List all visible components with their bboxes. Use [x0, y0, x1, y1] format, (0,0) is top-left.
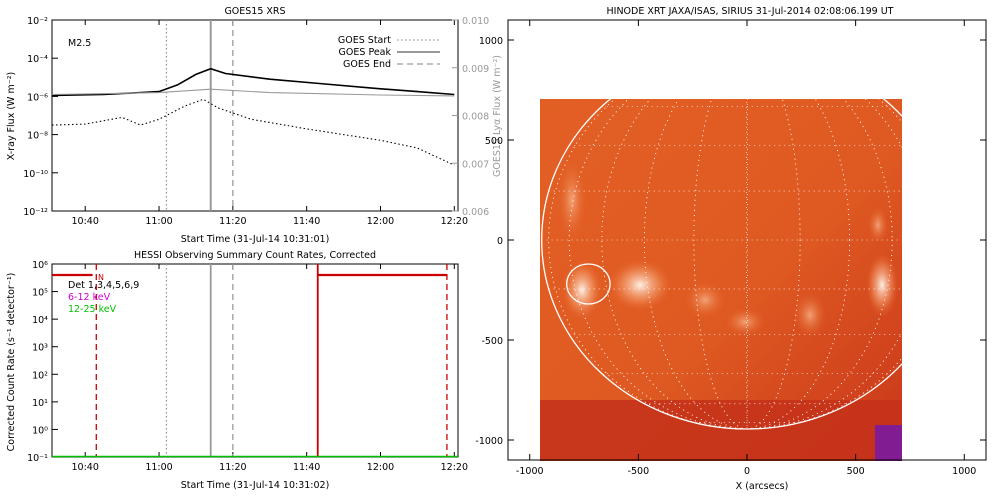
- hessi-y-tick-label: 10¹: [32, 398, 48, 409]
- xrt-solar-limb: [541, 99, 902, 430]
- goes-x-tick-label: 10:40: [72, 216, 99, 227]
- goes-y-tick-label: 10⁻⁴: [27, 54, 48, 65]
- hessi-y-tick-label: 10²: [32, 370, 48, 381]
- goes-ylabel-right: GOES15 Lyα Flux (W m⁻²): [492, 55, 503, 177]
- goes-legend-label: GOES End: [343, 59, 391, 70]
- bright-region-south: [725, 308, 765, 336]
- xrt-image: [540, 99, 902, 461]
- bright-region-southwest: [794, 293, 826, 337]
- xrt-flare-circle: [566, 263, 611, 305]
- goes-panel: GOES15 XRS M2.5 10:40 11:00 11:20 11:40 12:0…: [6, 6, 503, 245]
- xrt-longitude-line: [746, 99, 748, 430]
- xrt-x-tick-label: 500: [847, 466, 865, 477]
- goes-y2-tick-label: 0.009: [462, 64, 489, 75]
- bright-region-east-limb: [558, 160, 586, 240]
- goes-y-tick-label: 10⁻⁸: [27, 131, 48, 142]
- hessi-x-tick-label: 11:00: [145, 462, 172, 473]
- goes-x-tick-label: 12:20: [441, 216, 468, 227]
- hessi-y-tick-label: 10⁵: [32, 288, 48, 299]
- goes-x-tick-label: 12:00: [367, 216, 394, 227]
- xrt-offdisk-band: [540, 400, 902, 461]
- hessi-x-tick-label: 12:20: [441, 462, 468, 473]
- xrt-y-tick-label: 0: [497, 236, 503, 247]
- goes-y2-tick-label: 0.007: [462, 159, 489, 170]
- xrt-x-tick-label: 0: [744, 466, 750, 477]
- hessi-ylabel: Corrected Count Rate (s⁻¹ detector⁻¹): [6, 273, 17, 452]
- hessi-plot-frame: [51, 263, 459, 458]
- hessi-title: HESSI Observing Summary Count Rates, Cor…: [134, 250, 376, 261]
- xrt-y-tick-label: 500: [485, 136, 503, 147]
- xrt-longitude-line: [643, 99, 851, 430]
- hessi-y-tick-label: 10⁻¹: [27, 453, 48, 464]
- hessi-y-tick-label: 10⁴: [32, 315, 48, 326]
- goes-y2-tick-label: 0.006: [462, 207, 489, 218]
- goes-y-tick-label: 10⁻¹⁰: [23, 169, 48, 180]
- goes-x-tick-label: 11:40: [293, 216, 320, 227]
- hessi-x-tick-label: 11:20: [219, 462, 246, 473]
- goes-y-tick-label: 10⁻²: [27, 16, 48, 27]
- bright-region-west-limb: [866, 253, 898, 317]
- hessi-legend-label: 12-25 keV: [68, 304, 117, 315]
- hessi-y-tick-label: 10⁰: [32, 425, 48, 436]
- xrt-y-tick-label: -1000: [475, 436, 503, 447]
- xrt-x-tick-label: -500: [628, 466, 650, 477]
- hessi-legend-label: 6-12 keV: [68, 292, 111, 303]
- bright-region-northwest: [868, 207, 888, 243]
- bright-region-central: [685, 282, 725, 318]
- goes-y-tick-label: 10⁻¹²: [23, 207, 48, 218]
- xrt-disk-layer: [541, 99, 902, 430]
- goes-flare-class: M2.5: [68, 38, 91, 49]
- xrt-y-tick-label: -500: [481, 336, 503, 347]
- goes-series-line: [51, 67, 455, 97]
- goes-plot-frame: [51, 19, 459, 212]
- goes-xlabel: Start Time (31-Jul-14 10:31:01): [181, 234, 330, 245]
- xrt-y-tick-label: 1000: [479, 36, 503, 47]
- goes-x-tick-label: 11:00: [145, 216, 172, 227]
- bright-region-active: [608, 259, 672, 311]
- goes-series-line: [51, 98, 455, 166]
- xrt-x-tick-label: -1000: [516, 466, 544, 477]
- hessi-xlabel: Start Time (31-Jul-14 10:31:02): [181, 480, 330, 491]
- hessi-marker-label: N: [98, 273, 104, 282]
- goes-y2-tick-label: 0.008: [462, 112, 489, 123]
- xrt-title: HINODE XRT JAXA/ISAS, SIRIUS 31-Jul-2014…: [607, 6, 894, 17]
- goes-x-tick-label: 11:20: [219, 216, 246, 227]
- hessi-y-tick-label: 10⁶: [32, 260, 48, 271]
- hessi-x-tick-label: 10:40: [72, 462, 99, 473]
- xrt-x-tick-label: 1000: [952, 466, 976, 477]
- hessi-x-tick-label: 12:00: [367, 462, 394, 473]
- data-gap-purple: [875, 425, 902, 461]
- hessi-x-tick-label: 11:40: [293, 462, 320, 473]
- goes-y2-tick-label: 0.010: [462, 16, 489, 27]
- goes-y-tick-label: 10⁻⁶: [27, 92, 48, 103]
- goes-series-line: [51, 88, 455, 97]
- xrt-panel: HINODE XRT JAXA/ISAS, SIRIUS 31-Jul-2014…: [475, 6, 987, 492]
- goes-legend-label: GOES Peak: [339, 47, 392, 58]
- goes-legend-label: GOES Start: [338, 35, 391, 46]
- goes-title: GOES15 XRS: [224, 6, 285, 17]
- hessi-panel: HESSI Observing Summary Count Rates, Cor…: [6, 250, 468, 491]
- hessi-y-tick-label: 10³: [32, 343, 48, 354]
- hessi-legend-label: Det 1,3,4,5,6,9: [68, 280, 139, 291]
- xrt-xlabel: X (arcsecs): [736, 481, 789, 492]
- goes-ylabel: X-ray Flux (W m⁻²): [6, 72, 17, 161]
